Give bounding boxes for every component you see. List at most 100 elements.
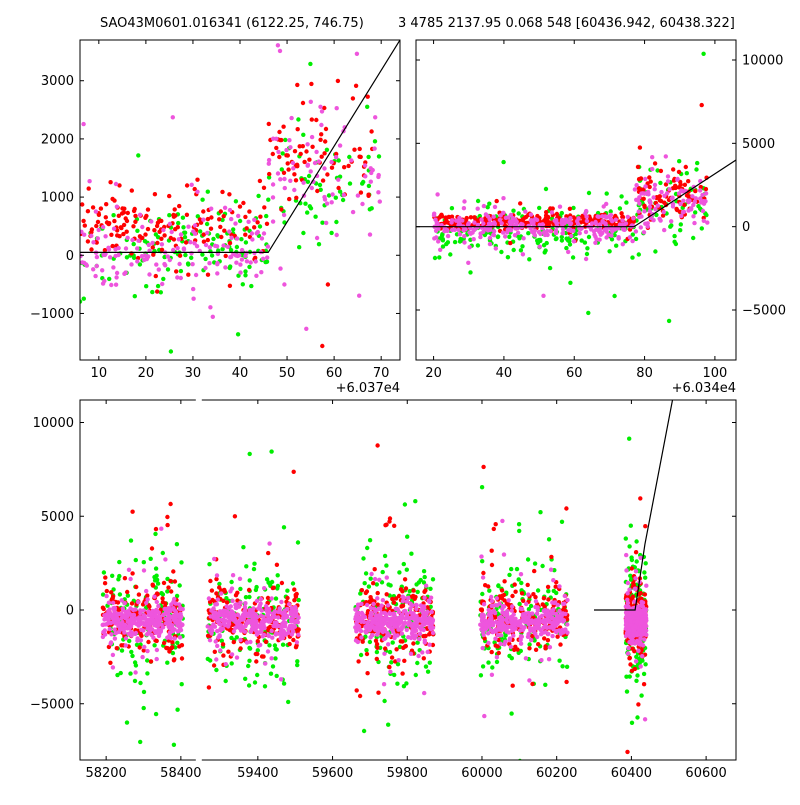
data-point-pink bbox=[492, 220, 497, 225]
data-point-pink bbox=[651, 195, 656, 200]
data-point-pink bbox=[479, 217, 484, 222]
data-point-pink bbox=[467, 245, 472, 250]
data-point-pink bbox=[386, 642, 391, 647]
data-point-red bbox=[241, 200, 246, 206]
data-point-green bbox=[496, 303, 500, 307]
data-point-pink bbox=[639, 214, 644, 219]
data-point-pink bbox=[655, 203, 660, 208]
data-point-pink bbox=[483, 622, 489, 628]
data-point-green bbox=[117, 559, 122, 565]
data-point-red bbox=[549, 554, 554, 560]
data-point-pink bbox=[546, 631, 551, 637]
y-tick-label: −5000 bbox=[30, 697, 74, 712]
data-point-pink bbox=[410, 628, 415, 633]
data-point-green bbox=[405, 534, 410, 539]
data-point-red bbox=[147, 604, 152, 609]
data-point-pink bbox=[375, 632, 380, 637]
data-point-green bbox=[452, 239, 458, 245]
data-point-green bbox=[137, 262, 143, 267]
data-point-red bbox=[125, 210, 130, 216]
data-point-red bbox=[472, 215, 477, 220]
data-point-pink bbox=[597, 222, 602, 227]
data-point-pink bbox=[627, 587, 632, 592]
data-point-pink bbox=[304, 326, 309, 331]
data-point-pink bbox=[505, 608, 510, 614]
data-point-green bbox=[364, 648, 369, 653]
model-line bbox=[416, 159, 736, 228]
data-point-red bbox=[266, 550, 271, 556]
data-point-red bbox=[286, 167, 291, 172]
data-point-green bbox=[273, 646, 278, 652]
data-point-pink bbox=[435, 192, 440, 197]
data-point-pink bbox=[258, 601, 263, 606]
data-point-pink bbox=[600, 214, 605, 219]
data-point-pink bbox=[468, 231, 473, 236]
data-point-red bbox=[208, 226, 214, 231]
data-point-red bbox=[218, 209, 223, 214]
data-point-red bbox=[119, 211, 125, 216]
data-point-red bbox=[394, 596, 399, 601]
data-point-pink bbox=[466, 260, 471, 265]
data-point-green bbox=[568, 280, 573, 285]
data-point-pink bbox=[624, 616, 629, 621]
data-point-pink bbox=[681, 198, 686, 203]
data-point-pink bbox=[110, 612, 116, 617]
data-point-green bbox=[546, 537, 552, 542]
data-point-red bbox=[167, 193, 172, 199]
data-point-green bbox=[389, 660, 394, 665]
data-point-red bbox=[205, 216, 211, 222]
data-point-pink bbox=[130, 616, 135, 621]
data-point-pink bbox=[697, 188, 703, 193]
data-point-green bbox=[480, 559, 485, 564]
data-point-pink bbox=[665, 174, 671, 179]
data-point-pink bbox=[627, 628, 632, 633]
data-point-pink bbox=[138, 608, 143, 613]
data-point-pink bbox=[318, 104, 323, 110]
data-point-pink bbox=[109, 632, 114, 637]
data-point-green bbox=[144, 284, 149, 289]
data-point-pink bbox=[165, 635, 170, 640]
data-point-pink bbox=[462, 234, 467, 239]
data-point-red bbox=[281, 124, 286, 129]
data-point-red bbox=[133, 213, 138, 219]
data-point-pink bbox=[361, 612, 366, 618]
data-point-pink bbox=[156, 603, 161, 609]
data-point-green bbox=[229, 579, 234, 585]
data-point-pink bbox=[264, 603, 269, 609]
data-point-red bbox=[295, 82, 300, 88]
data-point-pink bbox=[122, 630, 127, 635]
data-point-pink bbox=[234, 236, 240, 241]
data-point-pink bbox=[283, 631, 288, 636]
data-point-red bbox=[642, 203, 647, 208]
data-point-pink bbox=[357, 293, 362, 298]
data-point-green bbox=[138, 739, 143, 745]
data-point-red bbox=[403, 643, 408, 649]
data-point-green bbox=[366, 154, 371, 160]
data-point-red bbox=[430, 642, 436, 648]
data-point-green bbox=[183, 252, 188, 258]
data-point-pink bbox=[144, 600, 149, 606]
data-point-pink bbox=[372, 146, 377, 151]
x-tick-label: 40 bbox=[232, 366, 249, 381]
data-point-red bbox=[279, 580, 285, 586]
data-point-green bbox=[554, 236, 559, 241]
data-point-green bbox=[117, 592, 123, 597]
data-point-pink bbox=[458, 222, 463, 228]
data-point-pink bbox=[261, 231, 267, 236]
data-point-pink bbox=[625, 580, 631, 586]
data-point-green bbox=[386, 722, 391, 727]
data-point-green bbox=[614, 243, 619, 248]
data-point-pink bbox=[593, 240, 598, 245]
data-point-red bbox=[683, 164, 688, 170]
data-point-red bbox=[293, 178, 299, 183]
data-point-pink bbox=[329, 159, 334, 165]
data-point-green bbox=[316, 242, 322, 247]
data-point-pink bbox=[466, 221, 471, 226]
data-point-pink bbox=[246, 219, 251, 224]
data-point-red bbox=[218, 224, 223, 230]
axes-frame bbox=[415, 39, 737, 361]
data-point-red bbox=[233, 593, 239, 598]
data-point-pink bbox=[628, 622, 633, 627]
data-point-red bbox=[146, 639, 151, 645]
